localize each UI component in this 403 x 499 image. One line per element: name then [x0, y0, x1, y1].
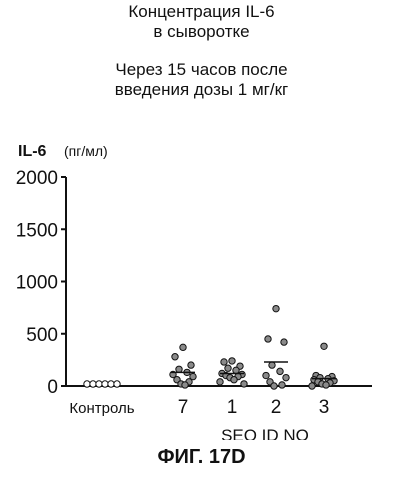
x-axis-label: SEQ ID NO	[221, 426, 309, 440]
data-point	[265, 336, 271, 342]
data-point	[263, 372, 269, 378]
data-point	[229, 358, 235, 364]
data-point	[182, 382, 188, 388]
y-tick-label: 0	[47, 377, 58, 398]
data-point	[90, 381, 96, 387]
y-ticks: 0 500 1000 1500 2000	[16, 168, 66, 398]
scatter-chart: IL-6 (пг/мл) 0 500 1000 1500 2000 Контроль 7 1…	[0, 0, 403, 440]
y-tick-label: 1000	[16, 273, 58, 294]
data-point	[309, 383, 315, 389]
axes	[66, 177, 372, 386]
data-point	[172, 354, 178, 360]
data-point	[221, 359, 227, 365]
data-point	[281, 339, 287, 345]
y-tick-label: 2000	[16, 168, 58, 189]
data-point	[108, 381, 114, 387]
data-point	[277, 368, 283, 374]
data-point	[279, 382, 285, 388]
data-point	[114, 381, 120, 387]
x-ticks: Контроль 7 1 2 3	[69, 397, 329, 418]
data-point	[233, 367, 239, 373]
data-point	[241, 381, 247, 387]
y-axis-label: IL-6	[18, 143, 47, 160]
x-tick-label: 2	[271, 397, 282, 418]
y-tick-label: 500	[26, 325, 58, 346]
data-point	[180, 344, 186, 350]
data-point	[231, 377, 237, 383]
data-point	[84, 381, 90, 387]
y-axis-unit: (пг/мл)	[64, 143, 108, 159]
data-point	[225, 365, 231, 371]
data-point	[102, 381, 108, 387]
data-point	[283, 374, 289, 380]
data-point	[96, 381, 102, 387]
x-tick-label: 1	[227, 397, 238, 418]
data-point	[321, 343, 327, 349]
x-tick-label: 7	[178, 397, 189, 418]
data-point	[271, 383, 277, 389]
figure-caption: ФИГ. 17D	[0, 446, 403, 469]
data-point	[217, 379, 223, 385]
x-tick-label: Контроль	[69, 400, 134, 417]
y-tick-label: 1500	[16, 220, 58, 241]
data-point	[176, 366, 182, 372]
data-points	[84, 305, 337, 389]
x-tick-label: 3	[319, 397, 330, 418]
data-point	[273, 305, 279, 311]
data-point	[188, 362, 194, 368]
data-point	[269, 362, 275, 368]
data-point	[323, 382, 329, 388]
